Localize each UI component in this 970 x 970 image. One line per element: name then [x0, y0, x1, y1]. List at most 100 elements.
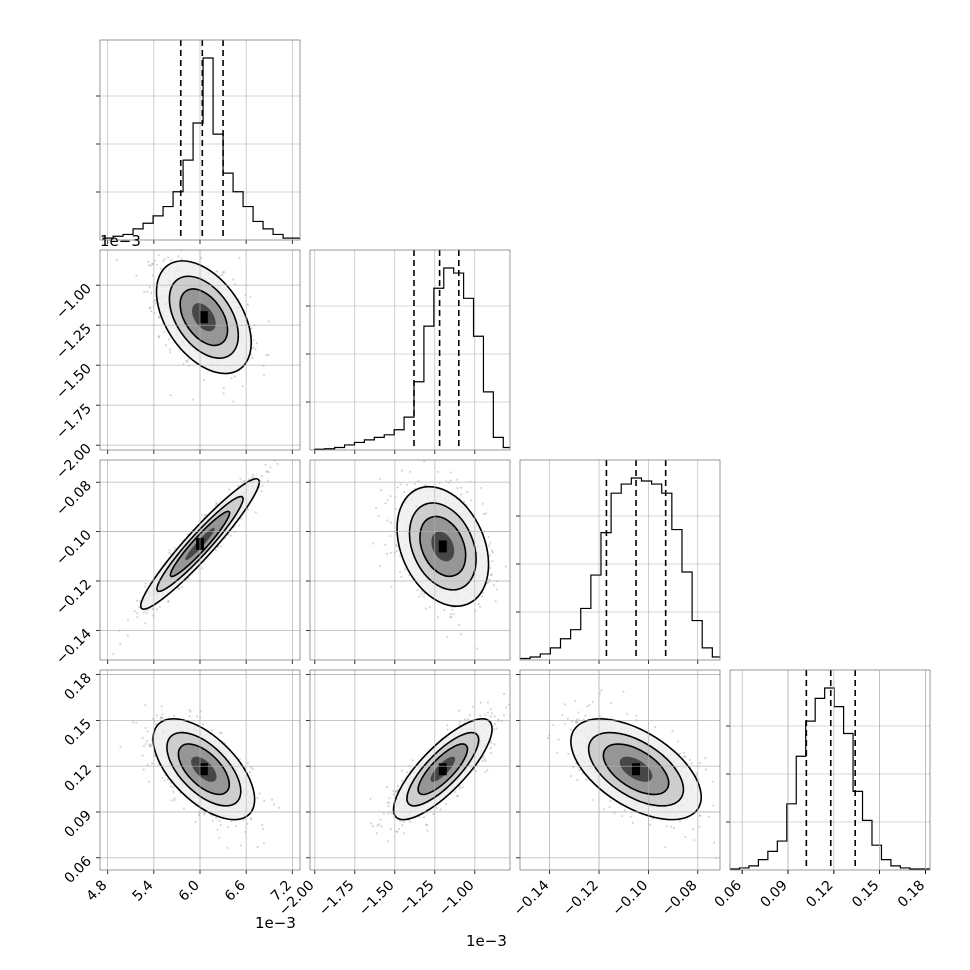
scatter-point: [232, 278, 235, 281]
y-tick-label-p2: −0.10: [53, 527, 95, 569]
scatter-point: [491, 551, 494, 554]
scatter-point: [377, 514, 380, 517]
scatter-point: [201, 723, 204, 726]
joint-panel-p0-p1: [100, 250, 300, 450]
density-peak: [199, 763, 208, 776]
joint-panel-p1-p3: [310, 670, 510, 870]
scatter-point: [389, 521, 392, 524]
scatter-point: [405, 483, 409, 486]
scatter-point: [417, 479, 420, 483]
scatter-point: [135, 274, 138, 277]
scatter-point: [173, 797, 176, 800]
scatter-point: [386, 519, 389, 522]
scatter-point: [187, 358, 190, 361]
scatter-point: [251, 356, 254, 359]
scatter-point: [233, 530, 237, 534]
scatter-point: [182, 807, 185, 810]
scatter-point: [151, 262, 154, 265]
scatter-point: [143, 585, 146, 588]
scatter-point: [173, 547, 177, 550]
joint-frame-p0-p3: [99, 669, 301, 871]
scatter-point: [188, 709, 191, 712]
scatter-point: [136, 612, 139, 615]
scatter-point: [458, 720, 461, 724]
x-tick-label-p0: 6.0: [176, 878, 203, 905]
x-tick-label-p3: 0.18: [895, 878, 928, 911]
scatter-point: [251, 475, 254, 478]
scatter-point: [239, 844, 242, 847]
scatter-point: [278, 806, 281, 809]
scatter-point: [467, 718, 470, 721]
scatter-point: [222, 271, 225, 274]
scatter-point: [382, 812, 385, 815]
scatter-point: [146, 763, 149, 767]
scatter-point: [255, 342, 258, 345]
scatter-point: [204, 514, 207, 517]
y-tick-label-p3: 0.18: [61, 670, 94, 703]
scatter-point: [145, 612, 148, 615]
scatter-point: [232, 400, 235, 403]
scatter-point: [157, 316, 161, 319]
scatter-point: [219, 823, 222, 826]
scatter-point: [180, 258, 183, 261]
scatter-point: [141, 737, 144, 740]
scatter-point: [217, 545, 220, 548]
scatter-point: [403, 490, 406, 494]
scatter-point: [243, 479, 246, 483]
scatter-point: [389, 535, 392, 538]
y-tick-label-p2: −0.08: [53, 478, 95, 520]
scatter-point: [252, 339, 255, 342]
scatter-point: [181, 585, 184, 589]
scatter-point: [389, 495, 392, 498]
scatter-point: [479, 486, 482, 490]
histogram-p2: [520, 477, 720, 660]
scatter-point: [161, 716, 164, 719]
scatter-point: [490, 573, 493, 576]
scatter-point: [150, 762, 154, 765]
scatter-point: [131, 721, 134, 724]
scatter-point: [432, 812, 435, 816]
scatter-point: [460, 493, 463, 496]
scatter-point: [222, 270, 226, 274]
scatter-point: [166, 600, 170, 603]
y-tick-label-p1: −2.00: [53, 441, 95, 483]
scatter-point: [155, 608, 159, 611]
scatter-point: [237, 484, 240, 487]
scatter-point: [144, 726, 147, 730]
scatter-point: [489, 541, 492, 544]
scatter-point: [144, 622, 147, 625]
scatter-point: [484, 770, 487, 773]
y-tick-label-p2: −0.12: [53, 577, 95, 619]
joint-frame-p0-p2: [99, 459, 301, 661]
scatter-point: [486, 768, 489, 772]
scatter-point: [423, 460, 426, 463]
scatter-point: [169, 351, 172, 354]
scatter-point: [160, 705, 163, 708]
scatter-point: [466, 490, 469, 493]
density-peak: [438, 540, 447, 553]
scatter-point: [214, 548, 218, 552]
scatter-point: [112, 652, 115, 656]
scatter-point: [115, 258, 118, 261]
scatter-point: [201, 567, 204, 570]
scatter-point: [449, 616, 452, 619]
scatter-point: [451, 608, 454, 611]
scatter-point: [135, 599, 139, 602]
scatter-point: [144, 704, 147, 707]
scatter-point: [126, 634, 129, 637]
scatter-point: [439, 808, 442, 811]
scatter-point: [461, 786, 464, 789]
scatter-point: [177, 587, 180, 590]
scatter-point: [261, 484, 264, 487]
scatter-point: [149, 264, 152, 267]
scatter-point: [234, 282, 237, 286]
scatter-point: [168, 348, 172, 351]
scatter-point: [273, 803, 276, 806]
scatter-point: [238, 256, 241, 259]
y-tick-label-p1: −1.00: [53, 281, 95, 323]
scatter-point: [214, 504, 217, 507]
scatter-point: [248, 478, 251, 481]
scatter-point: [215, 270, 219, 273]
scatter-point: [395, 545, 398, 548]
scatter-point: [153, 299, 157, 302]
